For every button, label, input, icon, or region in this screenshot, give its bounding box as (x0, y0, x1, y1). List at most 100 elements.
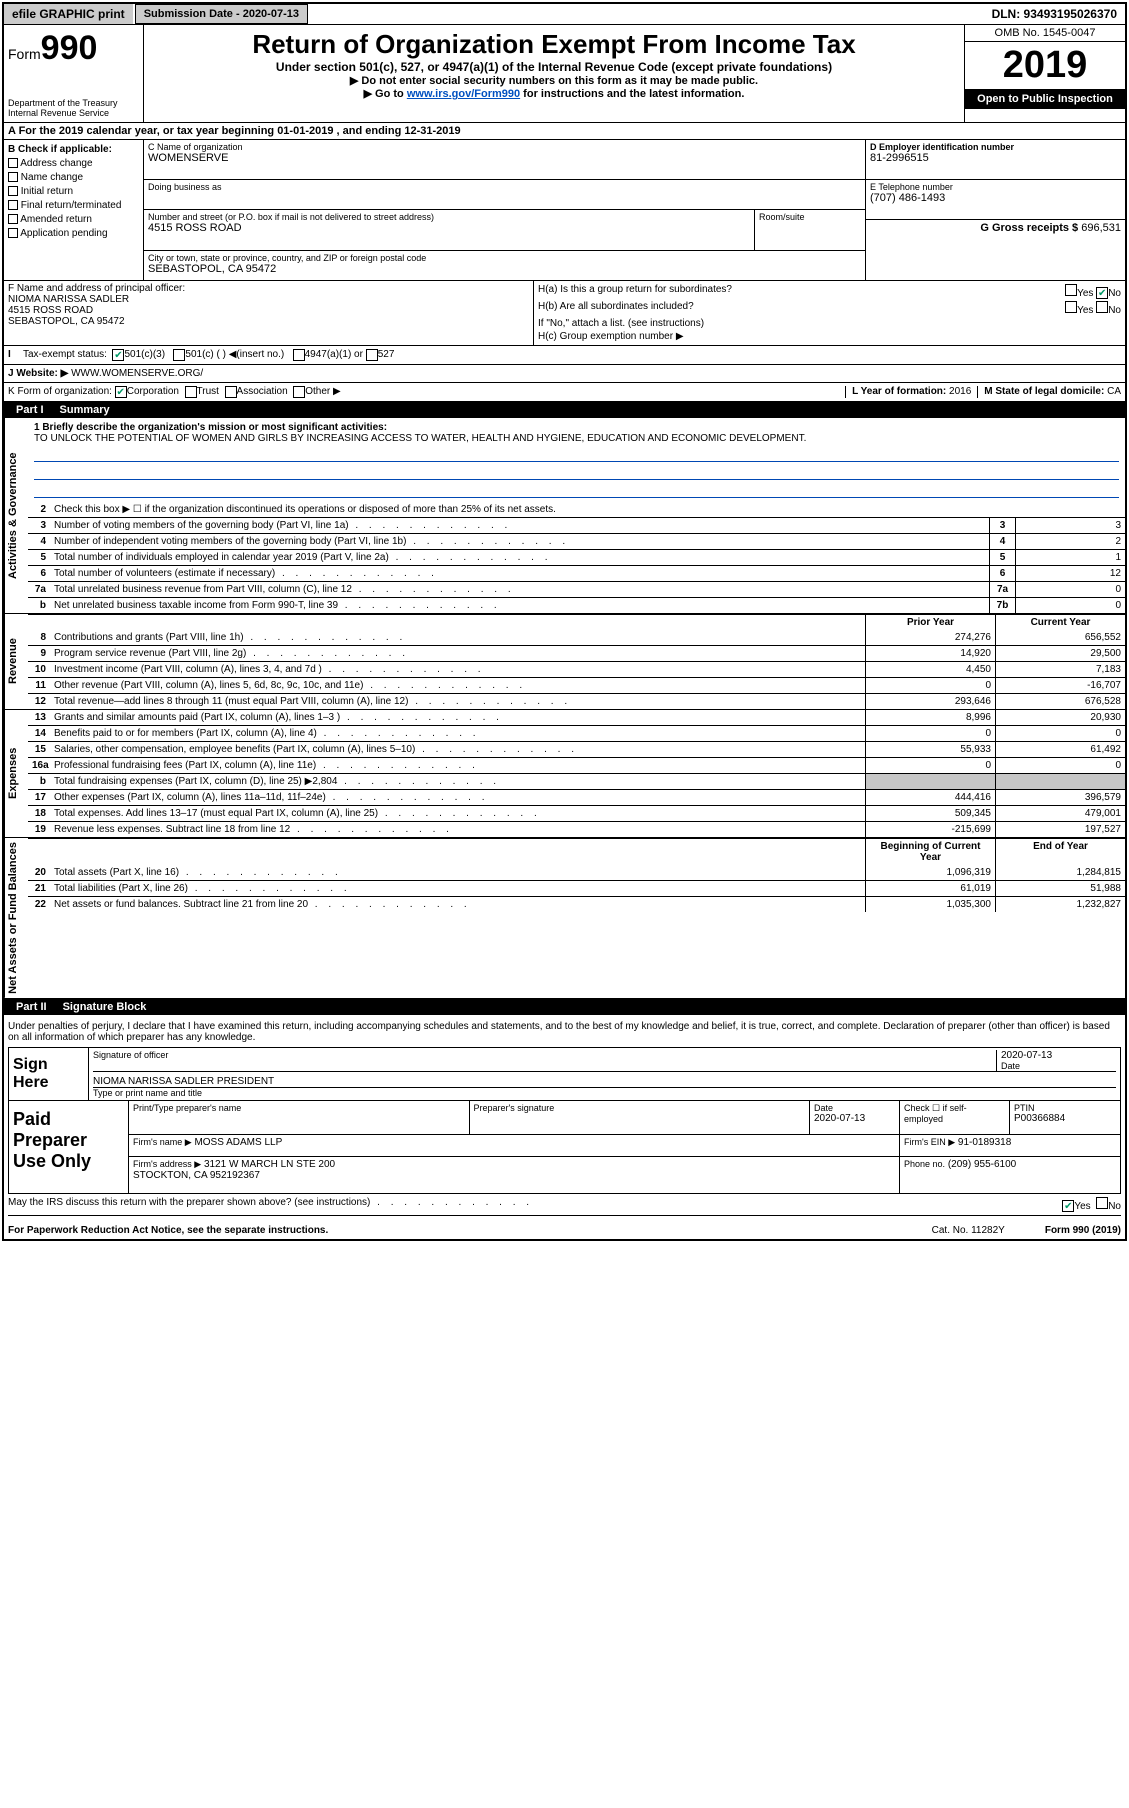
k-other[interactable] (293, 386, 305, 398)
form-header: Form990 Department of the Treasury Inter… (4, 25, 1125, 123)
summary-row: 7aTotal unrelated business revenue from … (28, 581, 1125, 597)
col-b-checks: B Check if applicable: Address change Na… (4, 140, 144, 280)
i-501c[interactable] (173, 349, 185, 361)
current-year-hdr: Current Year (995, 615, 1125, 630)
dba-label: Doing business as (148, 182, 861, 192)
f-label: F Name and address of principal officer: (8, 283, 529, 294)
row-fh: F Name and address of principal officer:… (4, 281, 1125, 346)
goto-instructions: Go to www.irs.gov/Form990 for instructio… (148, 87, 960, 100)
hb-yes[interactable] (1065, 301, 1077, 313)
paid-preparer-label: Paid Preparer Use Only (9, 1101, 129, 1193)
firm-ein: 91-0189318 (958, 1137, 1011, 1148)
state-domicile: CA (1107, 386, 1121, 397)
street: 4515 ROSS ROAD (148, 222, 750, 234)
sidebar-revenue: Revenue (4, 614, 28, 709)
submission-date: Submission Date - 2020-07-13 (135, 4, 308, 24)
end-year-hdr: End of Year (995, 839, 1125, 865)
begin-year-hdr: Beginning of Current Year (865, 839, 995, 865)
check-application-pending[interactable] (8, 228, 18, 238)
col-name-address: C Name of organization WOMENSERVE Doing … (144, 140, 865, 280)
prior-year-hdr: Prior Year (865, 615, 995, 630)
city: SEBASTOPOL, CA 95472 (148, 263, 861, 275)
cat-no: Cat. No. 11282Y (932, 1225, 1005, 1236)
org-name: WOMENSERVE (148, 152, 861, 164)
website: WWW.WOMENSERVE.ORG/ (71, 368, 203, 379)
city-label: City or town, state or province, country… (148, 253, 861, 263)
revenue-section: Revenue Prior YearCurrent Year 8Contribu… (4, 614, 1125, 710)
summary-row: 2Check this box ▶ ☐ if the organization … (28, 502, 1125, 517)
check-initial-return[interactable] (8, 186, 18, 196)
officer-name: NIOMA NARISSA SADLER (8, 294, 529, 305)
hb-label: H(b) Are all subordinates included? (538, 301, 1001, 316)
perjury-declaration: Under penalties of perjury, I declare th… (8, 1021, 1121, 1043)
summary-row: 22Net assets or fund balances. Subtract … (28, 896, 1125, 912)
page-footer: For Paperwork Reduction Act Notice, see … (4, 1222, 1125, 1239)
ptin: P00366884 (1014, 1113, 1116, 1124)
check-address-change[interactable] (8, 158, 18, 168)
summary-row: 6Total number of volunteers (estimate if… (28, 565, 1125, 581)
summary-row: 5Total number of individuals employed in… (28, 549, 1125, 565)
irs-label: Internal Revenue Service (8, 108, 139, 118)
ha-yes[interactable] (1065, 284, 1077, 296)
signature-block: Under penalties of perjury, I declare th… (4, 1015, 1125, 1222)
discuss-question: May the IRS discuss this return with the… (8, 1197, 1062, 1212)
form-ref: Form 990 (2019) (1045, 1225, 1121, 1236)
firm-addr2: STOCKTON, CA 952192367 (133, 1170, 260, 1181)
i-4947[interactable] (293, 349, 305, 361)
k-trust[interactable] (185, 386, 197, 398)
activities-governance: Activities & Governance 1 Briefly descri… (4, 418, 1125, 614)
prep-name-label: Print/Type preparer's name (129, 1101, 470, 1134)
hb-no[interactable] (1096, 301, 1108, 313)
sidebar-expenses: Expenses (4, 710, 28, 837)
sig-officer-label: Signature of officer (93, 1050, 996, 1071)
ruled-line (34, 448, 1119, 462)
self-employed-check[interactable]: Check ☐ if self-employed (900, 1101, 1010, 1134)
sidebar-net-assets: Net Assets or Fund Balances (4, 838, 28, 998)
ssn-warning: Do not enter social security numbers on … (148, 74, 960, 87)
k-assoc[interactable] (225, 386, 237, 398)
form-subtitle: Under section 501(c), 527, or 4947(a)(1)… (148, 60, 960, 74)
firm-addr1: 3121 W MARCH LN STE 200 (204, 1159, 335, 1170)
row-i: I Tax-exempt status: 501(c)(3) 501(c) ( … (4, 346, 1125, 365)
summary-row: 8Contributions and grants (Part VIII, li… (28, 630, 1125, 645)
summary-row: 16aProfessional fundraising fees (Part I… (28, 757, 1125, 773)
i-527[interactable] (366, 349, 378, 361)
irs-link[interactable]: www.irs.gov/Form990 (407, 88, 520, 100)
pra-notice: For Paperwork Reduction Act Notice, see … (8, 1225, 932, 1236)
form-page: efile GRAPHIC print Submission Date - 20… (2, 2, 1127, 1241)
summary-row: 17Other expenses (Part IX, column (A), l… (28, 789, 1125, 805)
check-amended-return[interactable] (8, 214, 18, 224)
k-corp[interactable] (115, 386, 127, 398)
mission-text: TO UNLOCK THE POTENTIAL OF WOMEN AND GIR… (34, 433, 1119, 444)
hc-label: H(c) Group exemption number ▶ (538, 331, 1121, 342)
q1-label: 1 Briefly describe the organization's mi… (34, 422, 1119, 433)
i-501c3[interactable] (112, 349, 124, 361)
row-k: K Form of organization: Corporation Trus… (4, 383, 1125, 402)
officer-addr2: SEBASTOPOL, CA 95472 (8, 316, 529, 327)
sig-date: 2020-07-13 (1001, 1050, 1116, 1061)
summary-row: bNet unrelated business taxable income f… (28, 597, 1125, 613)
dln: DLN: 93493195026370 (984, 4, 1125, 24)
d-label: D Employer identification number (870, 142, 1121, 152)
part2-header: Part II Signature Block (4, 999, 1125, 1015)
c-label: C Name of organization (148, 142, 861, 152)
dept-label: Department of the Treasury (8, 98, 139, 108)
ein: 81-2996515 (870, 152, 1121, 164)
summary-row: 14Benefits paid to or for members (Part … (28, 725, 1125, 741)
firm-name: MOSS ADAMS LLP (194, 1137, 282, 1148)
firm-phone: (209) 955-6100 (948, 1159, 1016, 1170)
check-name-change[interactable] (8, 172, 18, 182)
discuss-yes[interactable] (1062, 1200, 1074, 1212)
summary-row: 19Revenue less expenses. Subtract line 1… (28, 821, 1125, 837)
discuss-no[interactable] (1096, 1197, 1108, 1209)
summary-row: bTotal fundraising expenses (Part IX, co… (28, 773, 1125, 789)
check-final-return[interactable] (8, 200, 18, 210)
summary-row: 10Investment income (Part VIII, column (… (28, 661, 1125, 677)
summary-row: 4Number of independent voting members of… (28, 533, 1125, 549)
prep-date: 2020-07-13 (814, 1113, 895, 1124)
hb-note: If "No," attach a list. (see instruction… (538, 318, 1121, 329)
officer-name-title: NIOMA NARISSA SADLER PRESIDENT (93, 1076, 1116, 1087)
summary-row: 13Grants and similar amounts paid (Part … (28, 710, 1125, 725)
ha-no[interactable] (1096, 287, 1108, 299)
sign-here-label: Sign Here (9, 1048, 89, 1100)
